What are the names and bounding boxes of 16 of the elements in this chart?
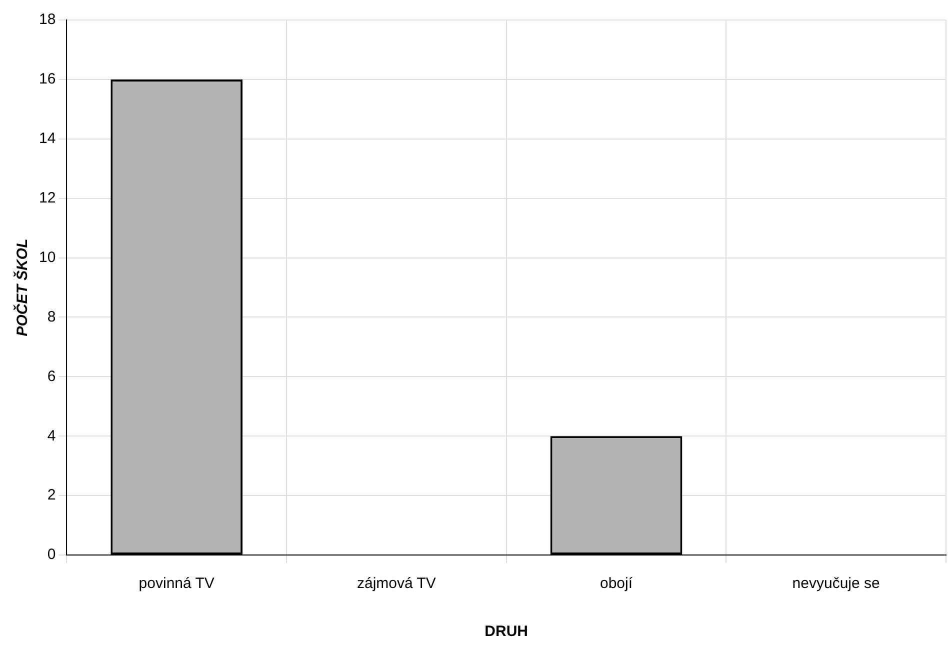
y-tick-label: 10 [38,248,56,266]
y-tick-label: 6 [47,368,56,385]
x-axis-title: DRUH [484,623,528,640]
x-tick-label: zájmová TV [356,575,436,592]
y-tick-label: 0 [47,546,56,564]
x-tick-label: povinná TV [138,575,214,592]
y-tick-label: 14 [38,130,56,148]
y-tick-label: 8 [47,308,56,326]
y-axis-title: POČET ŠKOL [13,238,32,336]
x-tick-label: obojí [600,575,634,592]
y-tick-label: 16 [38,70,56,88]
y-tick-label: 2 [47,486,56,504]
y-tick-label: 4 [47,427,56,444]
y-tick-label: 18 [38,11,56,28]
x-tick-label: nevyučuje se [792,575,880,592]
y-tick-label: 12 [38,189,56,206]
